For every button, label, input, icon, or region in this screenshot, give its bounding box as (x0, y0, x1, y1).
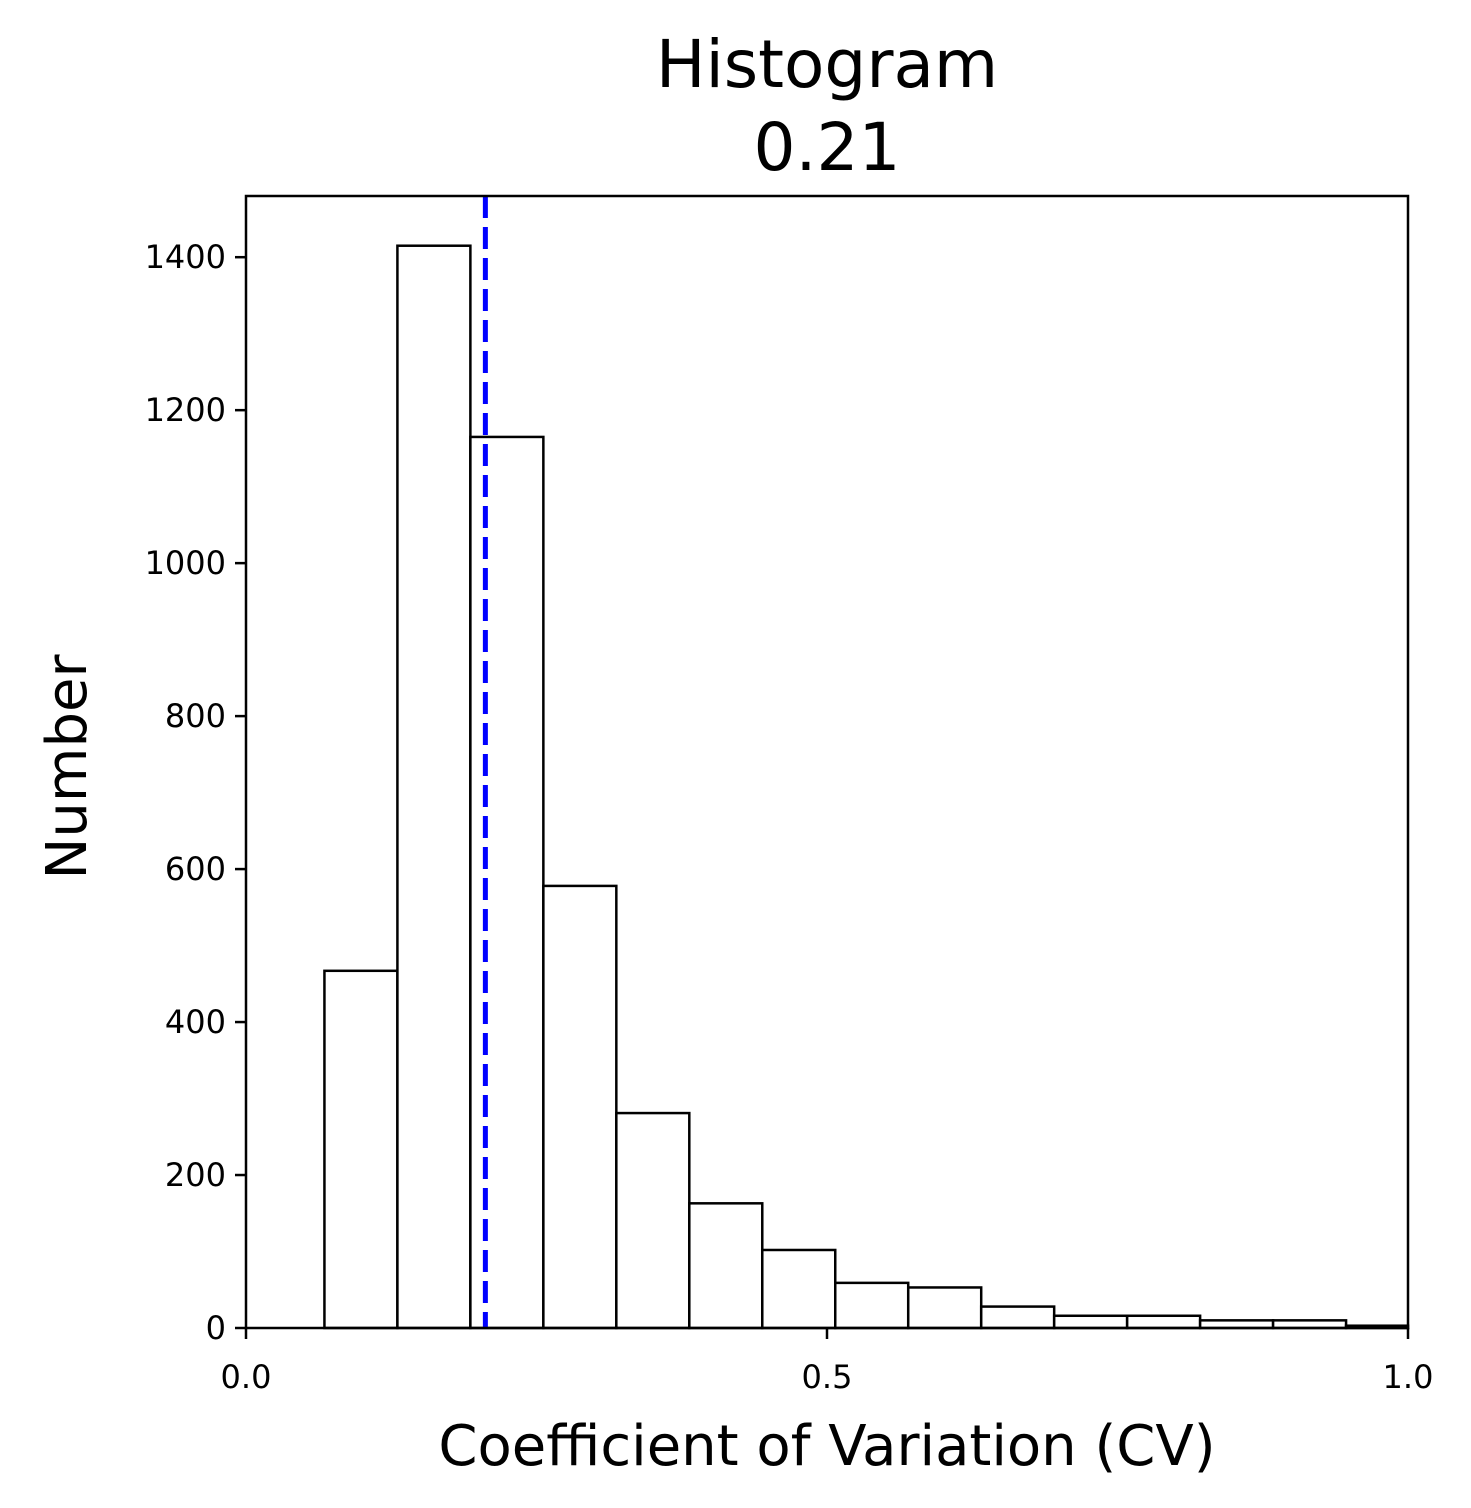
y-tick-label: 0 (206, 1309, 226, 1347)
histogram-bar (615, 1111, 691, 1330)
x-axis-ticks: 0.0 0.5 1.0 (221, 1328, 1434, 1396)
x-axis-label: Coefficient of Variation (CV) (438, 1414, 1215, 1479)
histogram-bar (542, 884, 618, 1330)
histogram-bar (396, 244, 472, 1330)
histogram-bar (834, 1281, 910, 1330)
histogram-bars (323, 244, 1410, 1330)
histogram-bar (761, 1248, 837, 1330)
y-tick-label: 1200 (145, 391, 226, 429)
y-axis-ticks: 0 200 400 600 800 1000 1200 1400 (145, 238, 246, 1347)
y-tick-label: 1000 (145, 544, 226, 582)
y-tick-label: 1400 (145, 238, 226, 276)
y-tick-label: 200 (165, 1156, 226, 1194)
histogram-bar (323, 969, 399, 1330)
histogram-bar (979, 1305, 1056, 1330)
y-axis-label: Number (35, 654, 100, 880)
y-tick-label: 400 (165, 1003, 226, 1041)
y-tick-label: 600 (165, 850, 226, 888)
y-tick-label: 800 (165, 697, 226, 735)
histogram-bar (1125, 1314, 1202, 1330)
x-tick-label: 0.0 (221, 1358, 272, 1396)
chart-title-line2: 0.21 (754, 109, 901, 186)
x-tick-label: 1.0 (1383, 1358, 1434, 1396)
x-tick-label: 0.5 (802, 1358, 853, 1396)
histogram-bar (688, 1202, 764, 1330)
chart-title-line1: Histogram (656, 26, 998, 103)
histogram-bar (906, 1286, 983, 1330)
histogram-bar (1052, 1314, 1129, 1330)
histogram-bar (469, 435, 545, 1330)
